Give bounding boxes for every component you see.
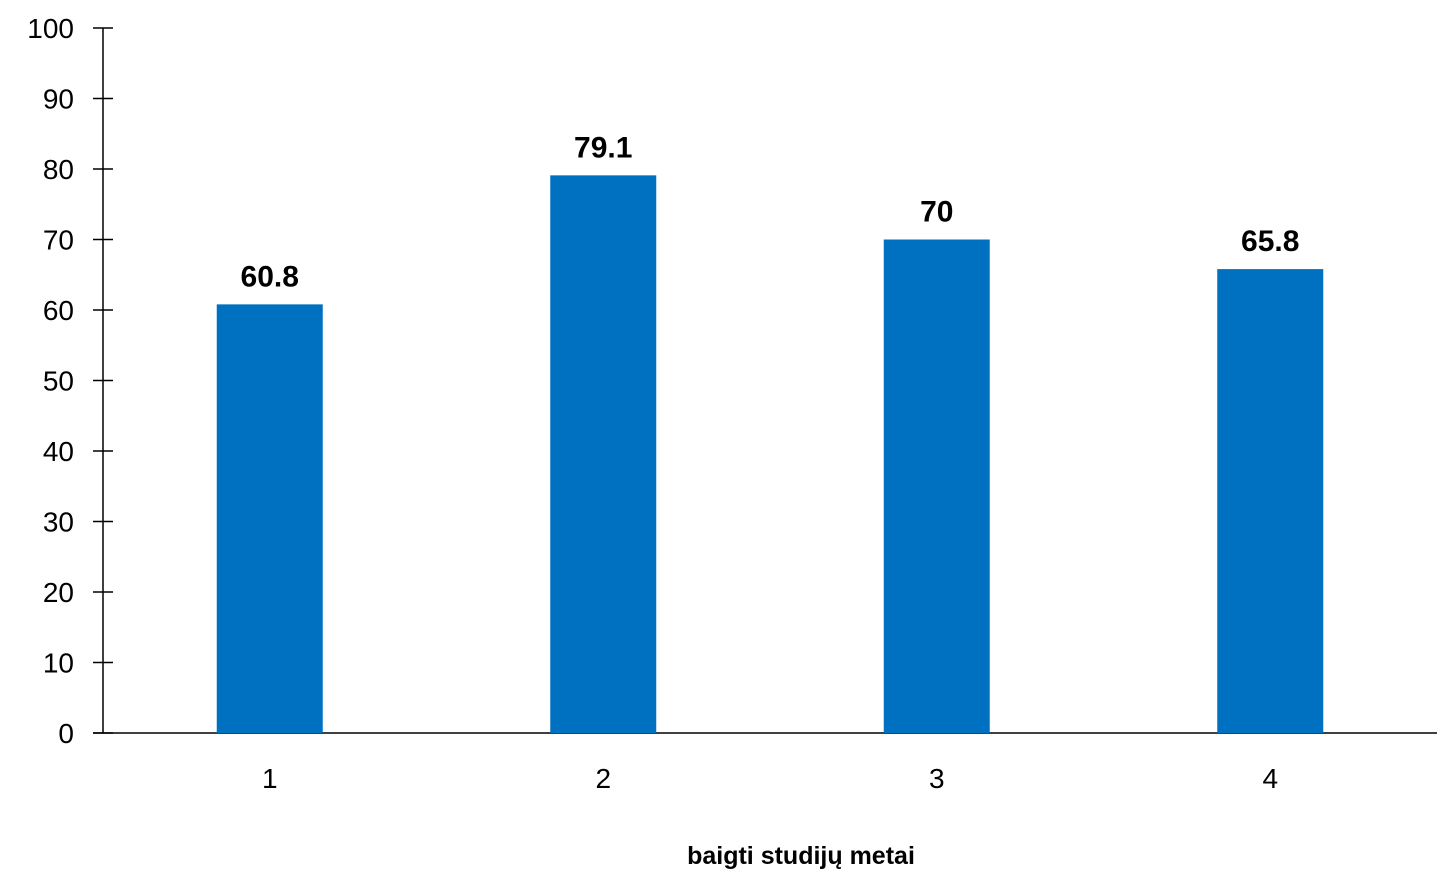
data-label: 70 [920,196,953,229]
y-tick-label: 60 [43,295,74,326]
x-tick-label: 2 [595,763,611,794]
bar-2 [550,175,657,734]
y-tick-label: 0 [58,718,74,749]
y-tick-label: 20 [43,577,74,608]
data-label: 60.8 [241,260,299,293]
x-axis: 1 2 3 4 [93,732,1437,794]
x-axis-title: baigti studijų metai [687,842,915,869]
x-tick-label: 1 [262,763,278,794]
y-tick-label: 100 [27,13,74,44]
data-labels: 60.8 79.1 70 65.8 [241,131,1300,293]
bar-3 [883,239,990,733]
y-tick-label: 30 [43,507,74,538]
bars [216,175,1324,734]
y-tick-label: 70 [43,225,74,256]
bar-1 [216,304,323,733]
data-label: 65.8 [1241,225,1299,258]
y-tick-label: 10 [43,648,74,679]
y-axis: 0 10 20 30 40 50 60 70 80 90 100 [27,13,113,749]
y-tick-label: 80 [43,154,74,185]
data-label: 79.1 [574,131,632,164]
y-tick-label: 40 [43,436,74,467]
y-tick-label: 50 [43,366,74,397]
y-tick-label: 90 [43,84,74,115]
x-tick-label: 4 [1262,763,1278,794]
bar-4 [1217,269,1324,733]
x-tick-label: 3 [929,763,945,794]
